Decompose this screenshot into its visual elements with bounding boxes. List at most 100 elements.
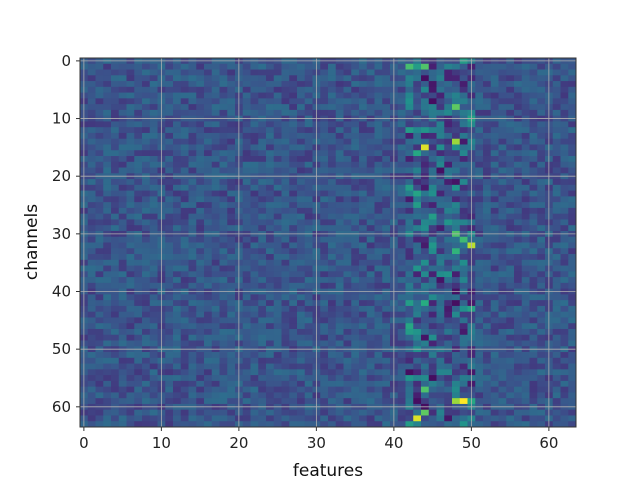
heatmap-cell — [289, 294, 298, 301]
heatmap-cell — [250, 167, 259, 174]
heatmap-cell — [560, 375, 569, 382]
heatmap-cell — [134, 282, 143, 290]
heatmap-cell — [560, 421, 569, 428]
heatmap-cell — [397, 81, 406, 88]
heatmap-cell — [242, 150, 251, 157]
heatmap-cell — [188, 334, 197, 341]
heatmap-cell — [366, 207, 375, 215]
heatmap-cell — [506, 202, 515, 209]
heatmap-cell — [142, 375, 151, 382]
heatmap-cell — [273, 305, 282, 313]
heatmap-cell — [297, 202, 306, 209]
heatmap-cell — [266, 421, 275, 428]
heatmap-cell — [250, 179, 259, 186]
heatmap-cell — [165, 86, 174, 93]
heatmap-cell — [149, 213, 158, 220]
heatmap-cell — [95, 242, 104, 249]
heatmap-cell — [281, 421, 290, 428]
heatmap-cell — [568, 196, 577, 203]
heatmap-cell — [498, 282, 507, 290]
heatmap-cell — [490, 75, 499, 82]
heatmap-cell — [475, 328, 484, 336]
heatmap-cell — [95, 421, 104, 428]
heatmap-cell — [374, 259, 383, 266]
heatmap-cell — [537, 156, 546, 163]
heatmap-cell — [165, 98, 174, 105]
heatmap-cell — [87, 409, 96, 416]
heatmap-cell — [180, 409, 189, 416]
heatmap-cell — [413, 311, 422, 318]
heatmap-cell — [444, 277, 453, 284]
heatmap-cell — [173, 294, 182, 301]
heatmap-cell — [459, 282, 468, 290]
heatmap-cell — [180, 138, 189, 145]
heatmap-cell — [95, 161, 104, 168]
heatmap-cell — [250, 75, 259, 82]
heatmap-cell — [328, 219, 337, 226]
heatmap-cell — [258, 271, 267, 278]
heatmap-cell — [266, 277, 275, 284]
heatmap-cell — [560, 282, 569, 290]
heatmap-cell — [335, 294, 344, 301]
heatmap-cell — [273, 259, 282, 266]
heatmap-cell — [529, 375, 538, 382]
heatmap-cell — [343, 75, 352, 82]
heatmap-cell — [444, 92, 453, 99]
heatmap-cell — [397, 236, 406, 243]
heatmap-cell — [514, 121, 523, 128]
heatmap-cell — [552, 294, 561, 301]
heatmap-cell — [459, 236, 468, 243]
heatmap-cell — [452, 277, 461, 284]
heatmap-cell — [421, 317, 430, 324]
heatmap-cell — [552, 398, 561, 405]
heatmap-cell — [242, 236, 251, 243]
heatmap-cell — [351, 398, 360, 405]
heatmap-cell — [126, 398, 135, 405]
heatmap-cell — [537, 265, 546, 272]
heatmap-cell — [444, 311, 453, 318]
heatmap-cell — [297, 156, 306, 163]
heatmap-cell — [405, 150, 414, 157]
heatmap-cell — [204, 369, 213, 376]
heatmap-cell — [289, 259, 298, 266]
heatmap-cell — [560, 167, 569, 174]
heatmap-cell — [149, 167, 158, 174]
heatmap-cell — [118, 213, 127, 220]
heatmap-cell — [118, 392, 127, 399]
heatmap-cell — [413, 86, 422, 93]
heatmap-cell — [335, 259, 344, 266]
heatmap-cell — [506, 138, 515, 145]
heatmap-cell — [173, 109, 182, 117]
heatmap-cell — [444, 138, 453, 145]
heatmap-cell — [560, 294, 569, 301]
heatmap-cell — [149, 421, 158, 428]
heatmap-cell — [444, 109, 453, 117]
heatmap-cell — [428, 352, 437, 359]
heatmap-cell — [87, 334, 96, 341]
heatmap-cell — [211, 219, 220, 226]
heatmap-cell — [173, 179, 182, 186]
heatmap-cell — [490, 317, 499, 324]
heatmap-cell — [142, 421, 151, 428]
heatmap-cell — [568, 363, 577, 370]
heatmap-cell — [118, 259, 127, 266]
heatmap-cell — [250, 225, 259, 232]
y-tick-label: 30 — [52, 225, 71, 243]
heatmap-cell — [180, 282, 189, 290]
heatmap-cell — [281, 196, 290, 203]
heatmap-cell — [219, 352, 228, 359]
heatmap-cell — [483, 213, 492, 220]
heatmap-cell — [382, 225, 391, 232]
heatmap-cell — [103, 236, 112, 243]
heatmap-cell — [521, 161, 530, 168]
heatmap-cell — [421, 98, 430, 105]
heatmap-cell — [335, 196, 344, 203]
heatmap-cell — [514, 352, 523, 359]
heatmap-cell — [452, 398, 461, 405]
heatmap-cell — [142, 138, 151, 145]
heatmap-cell — [335, 340, 344, 347]
heatmap-cell — [227, 190, 236, 197]
heatmap-cell — [568, 138, 577, 145]
heatmap-cell — [227, 86, 236, 93]
heatmap-cell — [111, 179, 120, 186]
